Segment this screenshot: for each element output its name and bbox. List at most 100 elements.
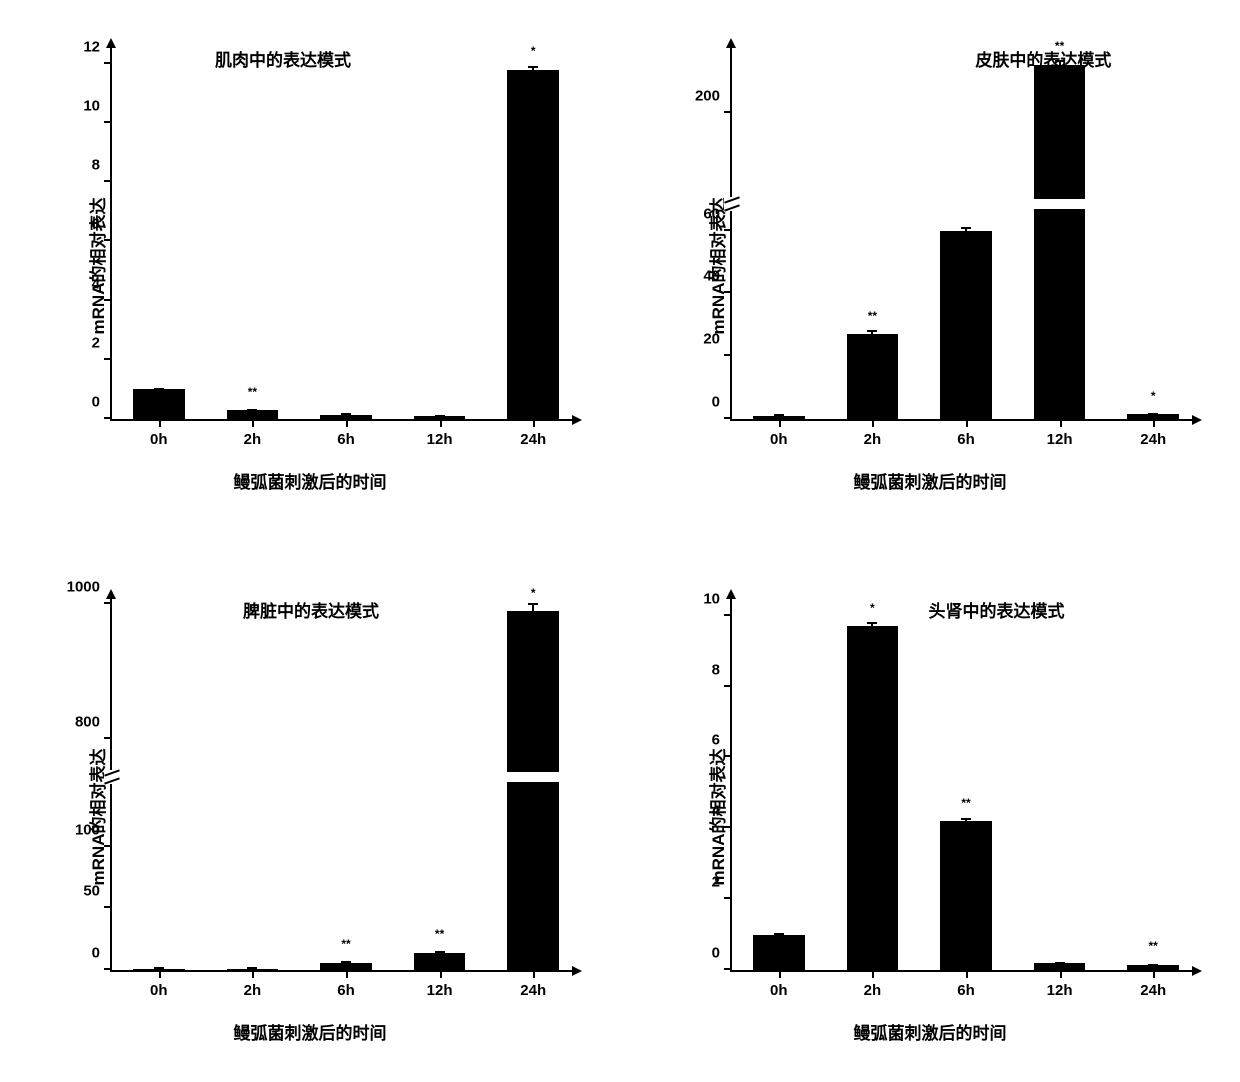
bar-break — [505, 772, 561, 782]
error-bar — [871, 622, 873, 631]
ytick-label: 10 — [703, 590, 732, 607]
ytick-label: 2 — [712, 874, 732, 891]
xtick-label: 0h — [150, 970, 168, 999]
ytick-label: 200 — [695, 88, 732, 105]
bars-headkidney: ***** — [732, 591, 1200, 970]
ytick-label: 10 — [83, 97, 112, 114]
ytick — [724, 755, 732, 757]
ytick-label: 800 — [75, 714, 112, 731]
significance-marker: ** — [341, 937, 350, 951]
xlabel: 鳗弧菌刺激后的时间 — [234, 468, 387, 493]
xtick-label: 12h — [1047, 970, 1073, 999]
bar-break — [1032, 199, 1088, 209]
bars-skin: ***** — [732, 40, 1200, 419]
bar — [940, 231, 991, 419]
panel-skin: mRNA的相对表达 皮肤中的表达模式 ***** 02040602000h2h6… — [640, 20, 1220, 511]
xtick-label: 6h — [957, 970, 975, 999]
bar — [133, 389, 184, 419]
error-bar — [871, 330, 873, 339]
ytick — [104, 968, 112, 970]
xtick-label: 12h — [427, 419, 453, 448]
significance-marker: ** — [961, 796, 970, 810]
xtick-label: 12h — [1047, 419, 1073, 448]
chart-area-skin: 皮肤中的表达模式 ***** 02040602000h2h6h12h24h — [730, 40, 1200, 421]
bars-spleen: ***** — [112, 591, 580, 970]
error-bar — [1152, 964, 1154, 966]
ytick — [724, 111, 732, 113]
xtick-label: 2h — [864, 419, 882, 448]
error-bar — [251, 409, 253, 411]
chart-area-headkidney: 头肾中的表达模式 ***** 02468100h2h6h12h24h — [730, 591, 1200, 972]
error-bar — [158, 388, 160, 391]
xtick-label: 24h — [520, 419, 546, 448]
ytick-label: 8 — [92, 157, 112, 174]
significance-marker: * — [1151, 389, 1156, 403]
ytick-label: 0 — [712, 394, 732, 411]
ytick — [104, 417, 112, 419]
panel-headkidney: mRNA的相对表达 头肾中的表达模式 ***** 02468100h2h6h12… — [640, 571, 1220, 1062]
significance-marker: * — [870, 601, 875, 615]
xlabel: 鳗弧菌刺激后的时间 — [234, 1019, 387, 1044]
ytick-label: 1000 — [67, 579, 112, 596]
xtick-label: 24h — [520, 970, 546, 999]
bar — [847, 626, 898, 970]
xtick-label: 0h — [770, 419, 788, 448]
ytick-label: 0 — [92, 945, 112, 962]
error-bar — [251, 968, 253, 969]
ytick — [724, 614, 732, 616]
bar — [227, 410, 278, 419]
error-bar — [345, 414, 347, 415]
error-bar — [532, 603, 534, 619]
xtick-label: 2h — [864, 970, 882, 999]
significance-marker: ** — [435, 927, 444, 941]
xtick-label: 24h — [1140, 419, 1166, 448]
ytick — [724, 897, 732, 899]
significance-marker: * — [531, 586, 536, 600]
bar — [1034, 65, 1085, 420]
xlabel: 鳗弧菌刺激后的时间 — [854, 468, 1007, 493]
xtick-label: 6h — [957, 419, 975, 448]
bar — [753, 935, 804, 970]
error-bar — [778, 933, 780, 937]
significance-marker: ** — [868, 309, 877, 323]
ytick — [104, 358, 112, 360]
ytick-label: 50 — [83, 883, 112, 900]
error-bar — [1152, 413, 1154, 416]
bar — [414, 953, 465, 970]
bar — [940, 821, 991, 970]
ytick — [104, 239, 112, 241]
ytick — [104, 180, 112, 182]
bar — [847, 334, 898, 419]
panel-spleen: mRNA的相对表达 脾脏中的表达模式 ***** 05010080010000h… — [20, 571, 600, 1062]
ytick-label: 20 — [703, 331, 732, 348]
error-bar — [965, 818, 967, 825]
ytick — [104, 906, 112, 908]
xtick-label: 6h — [337, 419, 355, 448]
ytick — [724, 417, 732, 419]
ytick-label: 4 — [712, 803, 732, 820]
ytick-label: 6 — [92, 216, 112, 233]
xtick-label: 2h — [244, 419, 262, 448]
significance-marker: ** — [248, 385, 257, 399]
xtick-label: 0h — [770, 970, 788, 999]
error-bar — [439, 415, 441, 416]
ytick-label: 8 — [712, 661, 732, 678]
error-bar — [965, 227, 967, 235]
significance-marker: ** — [1149, 939, 1158, 953]
ytick-label: 0 — [712, 945, 732, 962]
ytick-label: 4 — [92, 275, 112, 292]
chart-area-muscle: 肌肉中的表达模式 *** 0246810120h2h6h12h24h — [110, 40, 580, 421]
axis-break — [724, 197, 740, 211]
ytick-label: 0 — [92, 394, 112, 411]
ytick-label: 2 — [92, 334, 112, 351]
ytick — [104, 299, 112, 301]
ytick — [104, 62, 112, 64]
bar — [507, 611, 558, 970]
bars-muscle: *** — [112, 40, 580, 419]
error-bar — [439, 951, 441, 955]
ytick-label: 12 — [83, 38, 112, 55]
ytick — [104, 737, 112, 739]
ytick — [104, 121, 112, 123]
xtick-label: 24h — [1140, 970, 1166, 999]
ytick — [724, 291, 732, 293]
